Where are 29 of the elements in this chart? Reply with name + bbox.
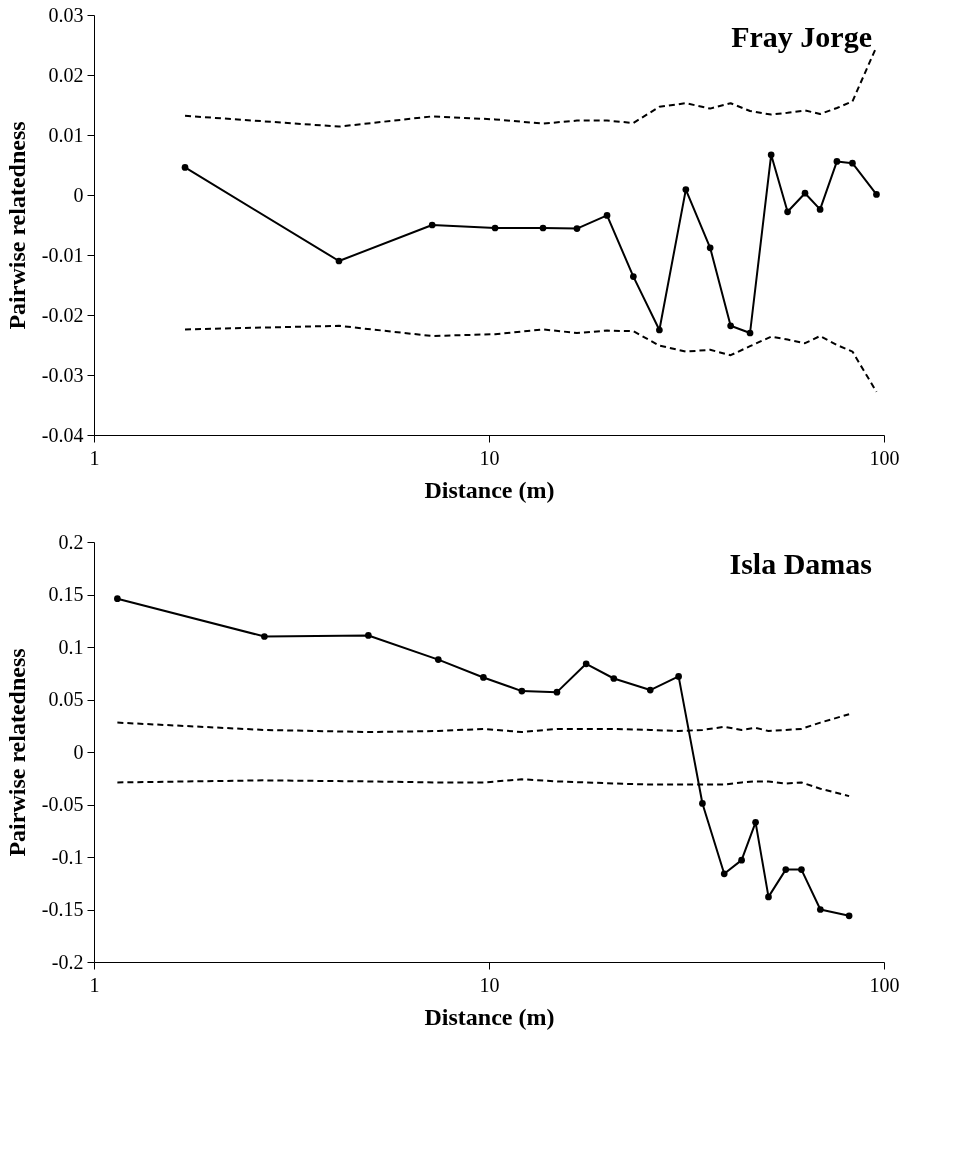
y-tick-label: -0.01 xyxy=(41,243,84,266)
chart-title: Fray Jorge xyxy=(731,20,872,53)
y-tick-label: 0.02 xyxy=(48,63,84,86)
y-tick-label: -0.15 xyxy=(41,898,84,920)
x-tick-label: 1 xyxy=(89,973,100,996)
x-tick-label: 100 xyxy=(869,446,900,469)
y-tick-label: -0.02 xyxy=(41,303,84,326)
y-tick-label: 0 xyxy=(73,183,84,206)
x-axis-title: Distance (m) xyxy=(424,476,555,503)
x-tick-label: 100 xyxy=(869,973,900,996)
y-tick-label: 0 xyxy=(73,740,84,763)
y-tick-label: -0.05 xyxy=(41,793,84,815)
y-axis-title: Pairwise relatedness xyxy=(3,648,30,857)
y-tick-label: 0.01 xyxy=(48,123,84,146)
x-tick-label: 10 xyxy=(479,446,500,469)
y-tick-label: 0.2 xyxy=(58,530,84,553)
y-tick-label: 0.03 xyxy=(48,3,84,26)
x-axis-title: Distance (m) xyxy=(424,1003,555,1030)
y-tick-label: -0.03 xyxy=(41,363,84,386)
x-tick-label: 10 xyxy=(479,973,500,996)
y-tick-label: -0.2 xyxy=(51,950,84,973)
y-tick-label: -0.1 xyxy=(51,845,84,868)
chart-title: Isla Damas xyxy=(729,547,872,580)
y-tick-label: 0.15 xyxy=(48,583,84,605)
y-tick-label: 0.1 xyxy=(58,635,84,658)
y-tick-label: 0.05 xyxy=(48,688,84,710)
y-axis-title: Pairwise relatedness xyxy=(3,121,30,330)
y-tick-label: -0.04 xyxy=(41,423,84,446)
x-tick-label: 1 xyxy=(89,446,100,469)
